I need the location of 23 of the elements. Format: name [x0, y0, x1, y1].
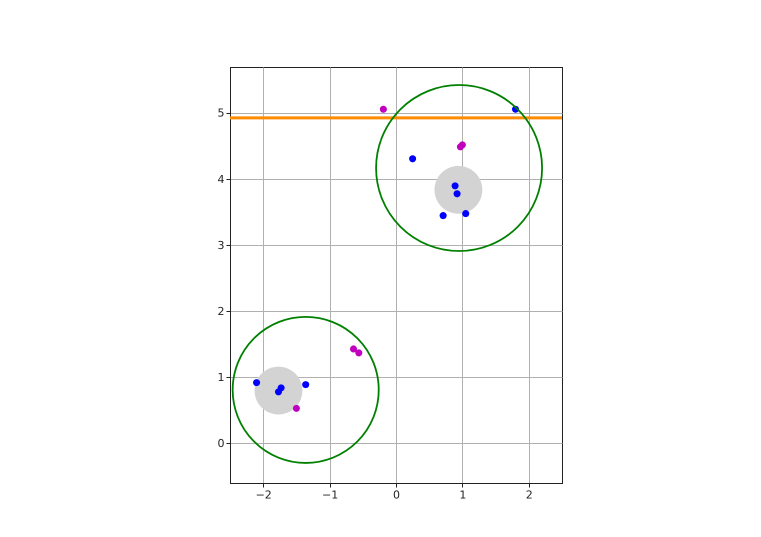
y-tick-label: 1 — [218, 370, 224, 384]
point — [350, 345, 358, 352]
x-tick-label: 2 — [526, 488, 533, 502]
y-tick-label: 4 — [218, 172, 224, 186]
point — [380, 106, 387, 113]
point — [462, 210, 470, 218]
point — [355, 349, 362, 356]
point — [253, 379, 260, 386]
x-tick-label: 1 — [459, 488, 466, 502]
point — [409, 155, 416, 162]
point — [302, 381, 310, 388]
y-tick-label: 2 — [218, 304, 224, 318]
point — [454, 190, 461, 198]
point — [278, 384, 285, 392]
x-tick-label: −2 — [256, 488, 272, 502]
point — [440, 212, 447, 220]
point — [452, 182, 459, 190]
y-tick-label: 3 — [218, 238, 224, 252]
x-tick-label: 0 — [393, 488, 400, 502]
point — [292, 404, 300, 412]
y-tick-label: 5 — [218, 106, 224, 120]
x-tick-label: −1 — [322, 488, 338, 502]
y-tick-label: 0 — [218, 436, 224, 450]
